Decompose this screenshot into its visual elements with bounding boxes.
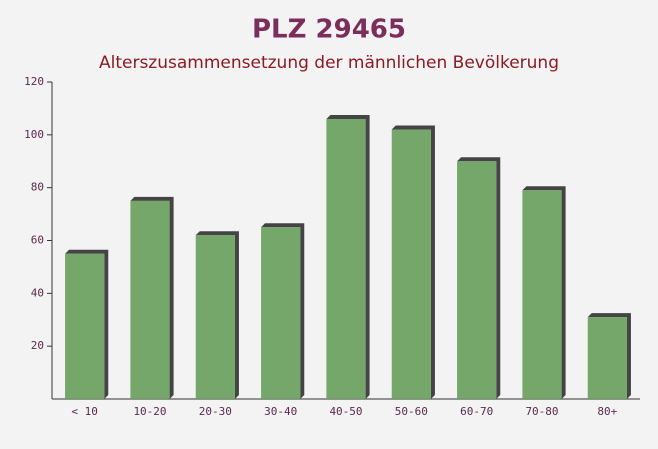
- bar: [457, 161, 497, 399]
- bar: [391, 129, 431, 400]
- y-tick-label: 80: [31, 181, 44, 194]
- bar: [587, 317, 627, 399]
- bar: [195, 235, 235, 399]
- chart-title: PLZ 29465: [252, 15, 406, 45]
- y-tick-label: 100: [24, 128, 44, 141]
- chart-subtitle: Alterszusammensetzung der männlichen Bev…: [99, 53, 559, 73]
- y-tick-label: 40: [31, 286, 44, 299]
- bar: [65, 253, 105, 399]
- x-tick-label: 20-30: [199, 405, 232, 418]
- x-tick-label: 40-50: [329, 405, 362, 418]
- x-tick-label: 80+: [597, 405, 617, 418]
- y-tick-label: 20: [31, 339, 44, 352]
- bar: [261, 227, 301, 399]
- bar: [130, 200, 170, 399]
- x-tick-label: 50-60: [395, 405, 428, 418]
- bar: [326, 118, 366, 399]
- y-tick-label: 60: [31, 234, 44, 247]
- x-tick-label: < 10: [71, 405, 98, 418]
- x-tick-label: 70-80: [525, 405, 558, 418]
- x-tick-label: 30-40: [264, 405, 297, 418]
- y-tick-label: 120: [24, 75, 44, 88]
- bar: [522, 190, 562, 399]
- x-tick-label: 60-70: [460, 405, 493, 418]
- x-tick-label: 10-20: [133, 405, 166, 418]
